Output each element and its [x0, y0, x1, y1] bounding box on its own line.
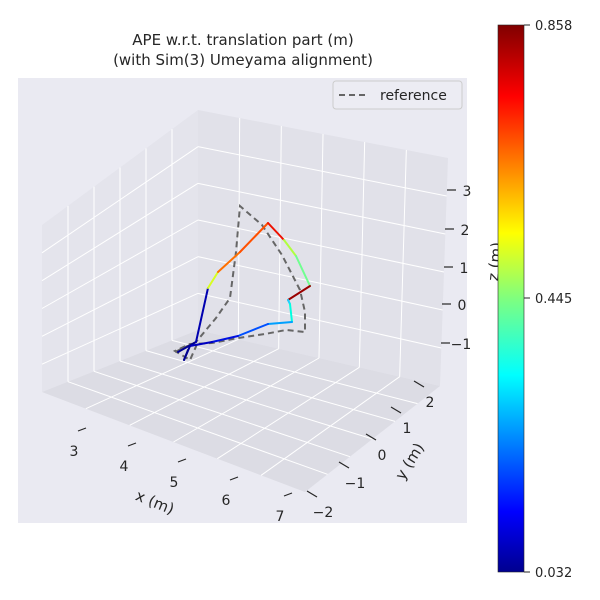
- z-tick-label: 0: [458, 298, 467, 314]
- y-tick-label: −1: [345, 476, 366, 492]
- colorbar-label-mid: 0.445: [535, 292, 572, 307]
- tick-mark: [413, 380, 425, 388]
- estimate-trajectory-segment: [195, 287, 209, 343]
- tick-mark: [338, 461, 350, 469]
- tick-mark: [177, 458, 187, 463]
- floor-pane: [42, 330, 440, 492]
- colorbar: 0.858 0.445 0.032: [497, 19, 572, 581]
- chart-title-line1: APE w.r.t. translation part (m): [132, 31, 353, 49]
- back-pane: [198, 110, 448, 386]
- estimate-trajectory-segment: [211, 335, 239, 343]
- chart-title-line2: (with Sim(3) Umeyama alignment): [113, 51, 373, 69]
- estimate-trajectory-segment: [207, 271, 219, 289]
- reference-trajectory: [172, 203, 306, 362]
- tick-mark: [229, 476, 239, 481]
- grid-lines: [41, 117, 447, 476]
- estimate-trajectory-segment: [287, 285, 311, 301]
- left-pane-grid-line: [41, 146, 199, 254]
- z-tick-label: 3: [463, 184, 472, 200]
- y-tick-label: 2: [426, 395, 435, 411]
- x-tick-label: 5: [170, 475, 179, 491]
- x-tick-label: 7: [276, 509, 285, 525]
- tick-mark: [77, 427, 87, 432]
- estimate-trajectory-segment: [289, 303, 293, 323]
- estimate-trajectory-segment: [183, 349, 189, 361]
- estimate-trajectory-segment: [239, 222, 269, 253]
- legend-box: [332, 80, 463, 110]
- tick-mark: [390, 406, 402, 414]
- tick-mark: [127, 442, 137, 447]
- colorbar-label-min: 0.032: [535, 566, 572, 581]
- z-tick-label: 2: [461, 223, 470, 239]
- estimate-trajectory-segment: [189, 341, 213, 347]
- colorbar-gradient: [498, 25, 524, 572]
- colorbar-label-max: 0.858: [535, 19, 572, 34]
- tick-mark: [365, 433, 377, 441]
- back-pane-grid-line: [197, 146, 447, 197]
- estimate-trajectory-segment: [267, 222, 285, 241]
- z-tick-label: 1: [460, 261, 469, 277]
- x-tick-label: 4: [120, 459, 129, 475]
- estimate-trajectory-segment: [267, 321, 293, 325]
- x-tick-label: 3: [70, 444, 79, 460]
- estimate-trajectory-segment: [177, 341, 197, 353]
- estimate-trajectory-segment: [237, 323, 269, 337]
- y-tick-label: 1: [403, 421, 412, 437]
- legend: reference: [332, 80, 463, 110]
- floor-grid-line: [171, 339, 418, 405]
- trajectory: [172, 203, 311, 362]
- estimate-trajectory-segment: [295, 255, 311, 287]
- legend-reference-label: reference: [380, 88, 447, 104]
- y-tick-label: −2: [313, 505, 334, 521]
- estimate-trajectory-segment: [217, 251, 241, 273]
- tick-mark: [283, 492, 293, 497]
- estimate-trajectory-segment: [283, 239, 297, 257]
- x-tick-label: 6: [222, 493, 231, 509]
- z-tick-label: −1: [451, 337, 472, 353]
- y-tick-label: 0: [378, 448, 387, 464]
- tick-mark: [306, 490, 318, 498]
